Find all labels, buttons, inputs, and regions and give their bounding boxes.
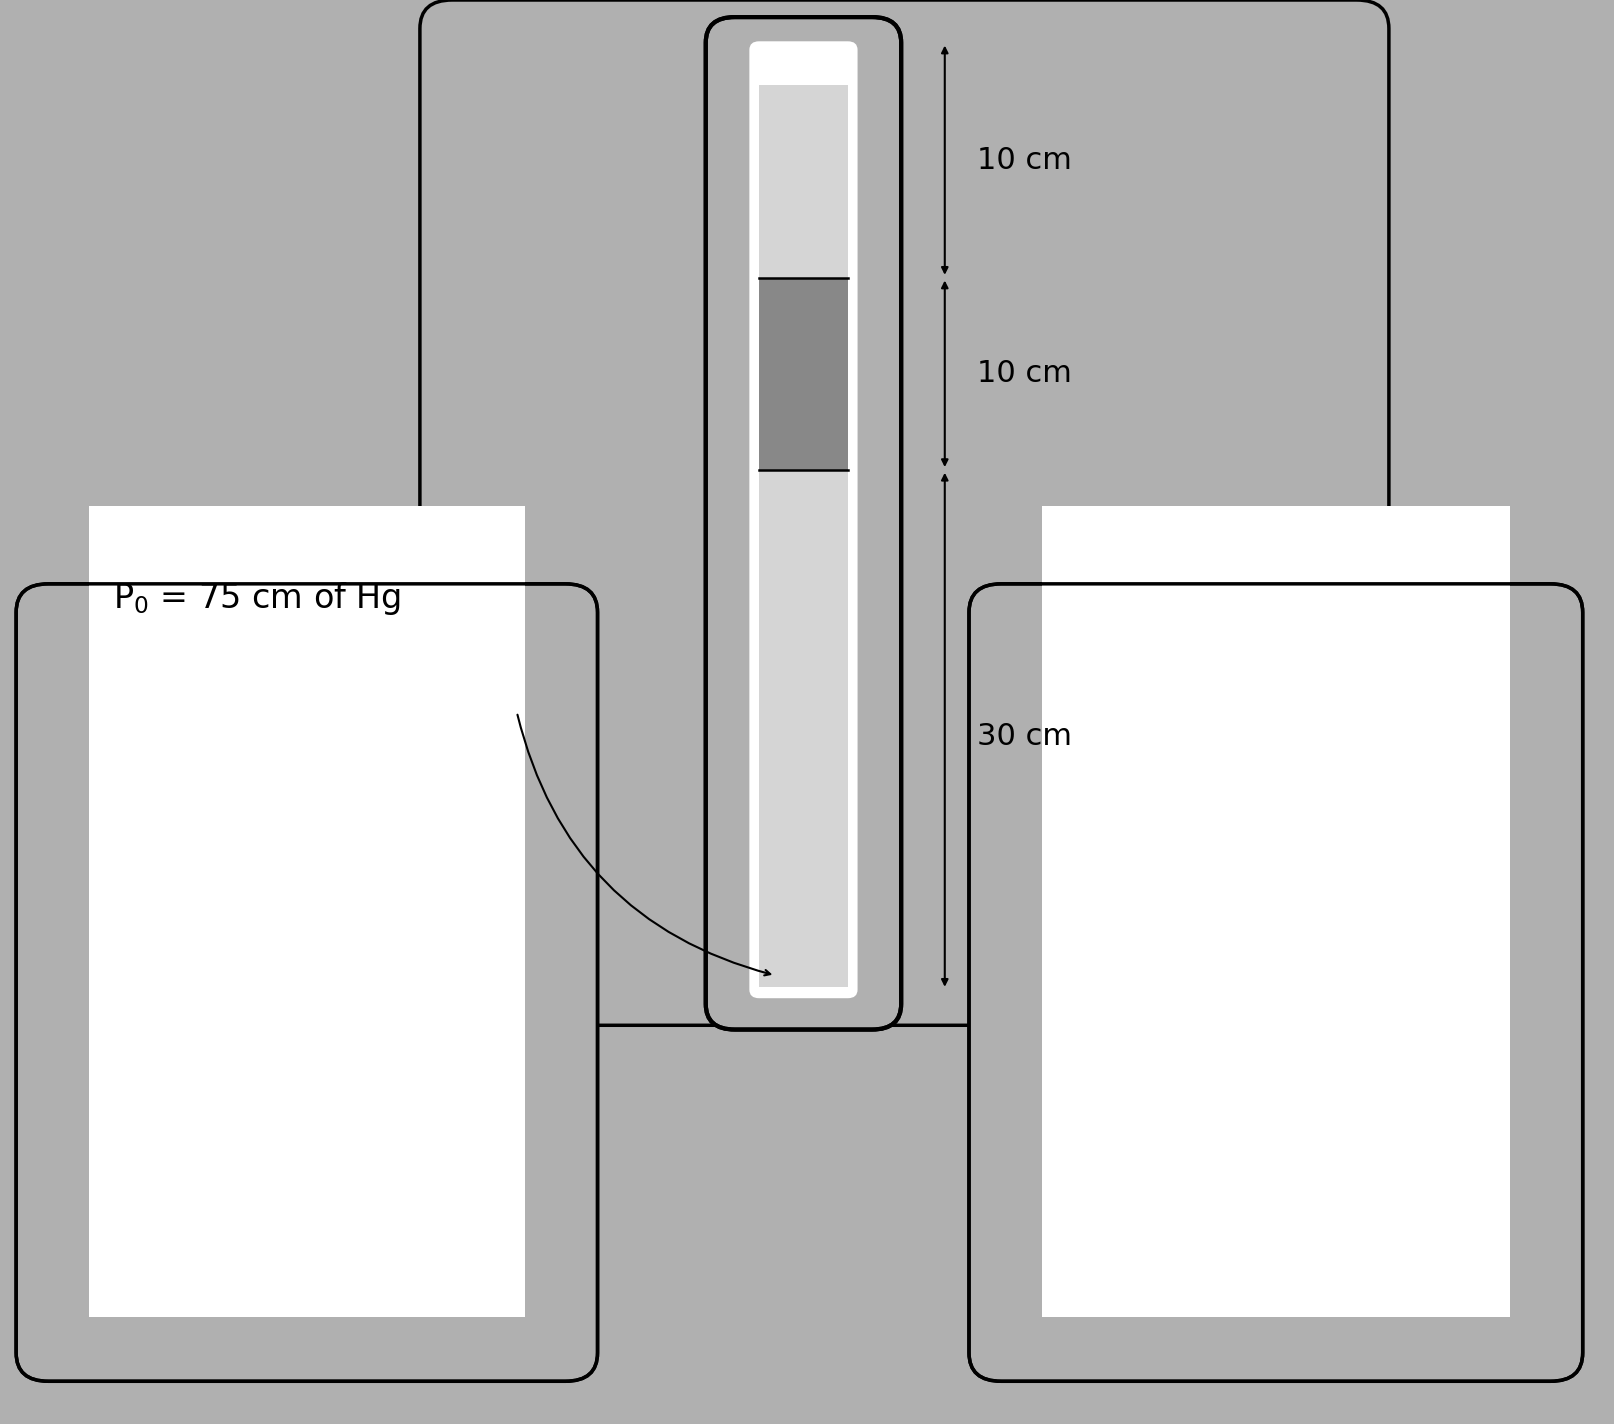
FancyBboxPatch shape	[420, 0, 1388, 1025]
Bar	[759, 85, 847, 278]
FancyBboxPatch shape	[705, 17, 901, 1030]
Text: P$_0$ = 75 cm of Hg: P$_0$ = 75 cm of Hg	[113, 580, 400, 617]
Ellipse shape	[129, 797, 291, 1054]
FancyBboxPatch shape	[749, 41, 857, 998]
Ellipse shape	[1178, 897, 1372, 1153]
FancyBboxPatch shape	[16, 584, 597, 1381]
FancyBboxPatch shape	[968, 584, 1582, 1381]
Bar	[759, 278, 847, 470]
Bar	[1041, 506, 1509, 1317]
Bar	[759, 470, 847, 987]
Text: 30 cm: 30 cm	[976, 722, 1072, 752]
Text: 10 cm: 10 cm	[976, 145, 1072, 175]
Bar	[89, 506, 525, 1317]
Ellipse shape	[1227, 961, 1291, 1032]
Ellipse shape	[145, 840, 210, 926]
Text: 10 cm: 10 cm	[976, 359, 1072, 389]
